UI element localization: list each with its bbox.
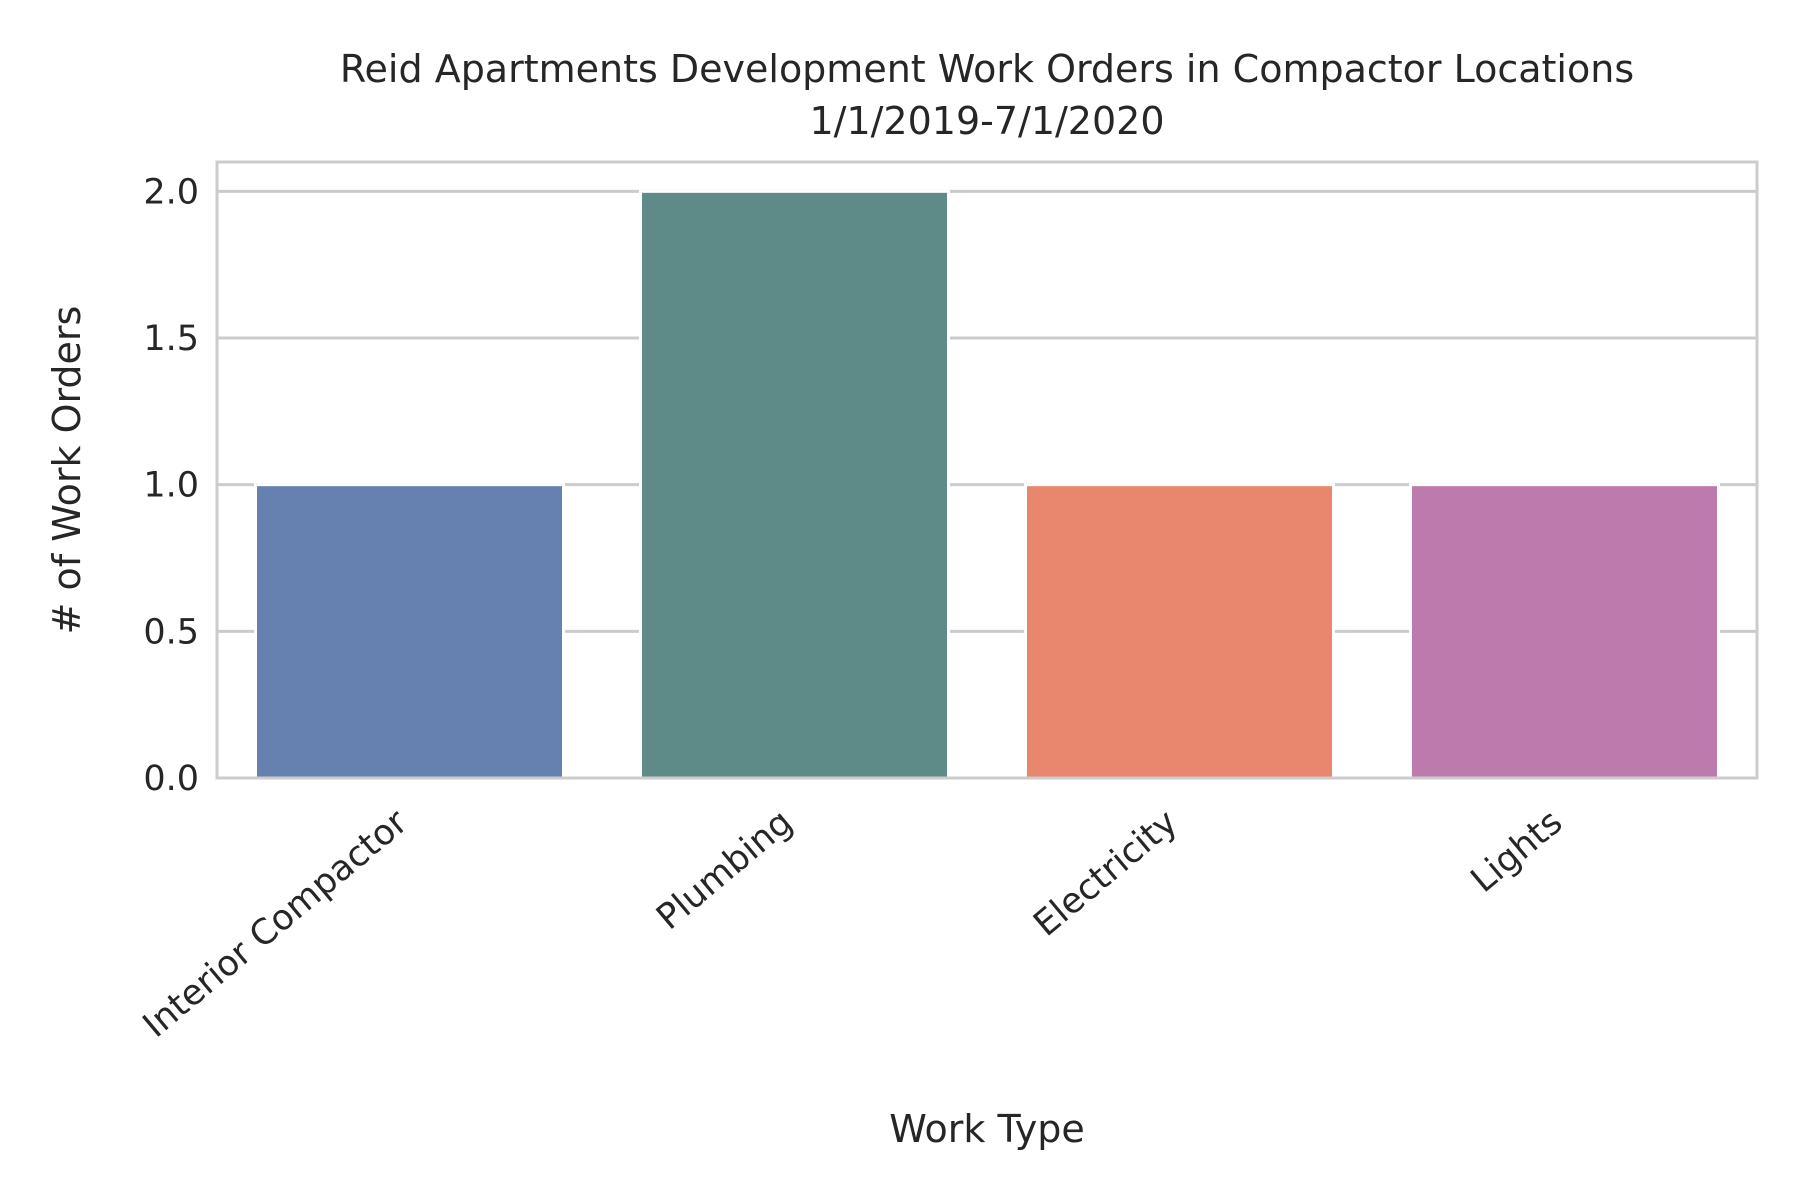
y-tick-label: 1.5 bbox=[143, 319, 199, 359]
x-tick-label: Plumbing bbox=[649, 802, 800, 938]
y-tick-label: 1.0 bbox=[143, 466, 199, 506]
y-axis-label: # of Work Orders bbox=[45, 306, 89, 635]
y-tick-labels: 0.0 0.5 1.0 1.5 2.0 bbox=[143, 172, 199, 799]
chart-title-line-1: Reid Apartments Development Work Orders … bbox=[340, 47, 1634, 91]
x-tick-label: Interior Compactor bbox=[136, 802, 416, 1046]
plot-frame bbox=[215, 160, 1759, 780]
y-tick-label: 0.0 bbox=[143, 759, 199, 799]
bar-plumbing bbox=[639, 189, 950, 780]
bar-lights bbox=[1409, 483, 1720, 780]
x-tick-label: Lights bbox=[1464, 802, 1571, 901]
bars bbox=[254, 189, 1720, 780]
bar-electricity bbox=[1024, 483, 1335, 780]
chart-title-line-2: 1/1/2019-7/1/2020 bbox=[809, 99, 1164, 143]
bar-interior-compactor bbox=[254, 483, 565, 780]
y-tick-label: 0.5 bbox=[143, 612, 199, 652]
x-tick-labels: Interior Compactor Plumbing Electricity Lig… bbox=[136, 802, 1570, 1046]
y-tick-label: 2.0 bbox=[143, 172, 199, 212]
x-axis-label: Work Type bbox=[889, 1107, 1085, 1151]
x-tick-label: Electricity bbox=[1026, 802, 1185, 944]
